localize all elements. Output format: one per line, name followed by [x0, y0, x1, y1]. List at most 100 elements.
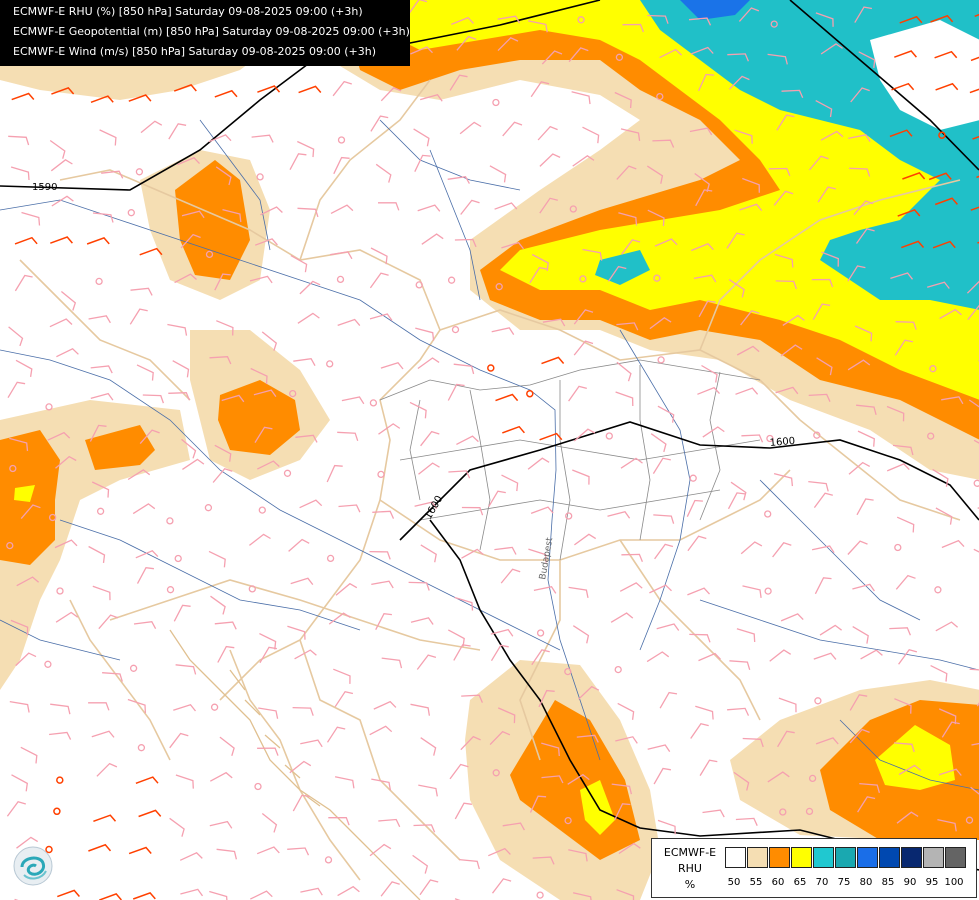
wind-barb [417, 357, 440, 370]
wind-barb [88, 545, 106, 563]
wind-barb [532, 856, 555, 865]
wind-barb [572, 155, 595, 167]
wind-barb [967, 304, 979, 321]
wind-barb [935, 82, 959, 91]
wind-barb [695, 705, 714, 720]
wind-barb [371, 580, 394, 589]
wind-barb [649, 584, 672, 594]
wind-barb [133, 620, 157, 630]
wind-barb [257, 747, 279, 756]
calm-wind-marker [536, 629, 545, 637]
calm-wind-marker [369, 399, 378, 407]
wind-barb [50, 159, 73, 172]
wind-barb [136, 566, 154, 584]
wind-barb [408, 0, 428, 15]
wind-barb [934, 50, 958, 59]
wind-barb [209, 890, 228, 900]
wind-barb [740, 541, 763, 555]
wind-barb [250, 367, 268, 385]
ecmwf-swirl-logo [13, 846, 53, 886]
wind-barb [894, 50, 917, 58]
legend-title-unit: % [684, 878, 696, 891]
contour-label-1600-east: 1600 [769, 436, 795, 449]
wind-barb [132, 892, 156, 900]
calm-wind-marker [283, 469, 292, 477]
wind-barb [573, 309, 594, 325]
wind-barb [970, 206, 979, 211]
wind-barb [847, 265, 866, 282]
wind-barb [969, 88, 979, 94]
wind-barb [413, 128, 430, 147]
calm-wind-marker [564, 816, 572, 825]
wind-barb [139, 247, 163, 256]
wind-barb [694, 172, 710, 192]
legend-swatch [879, 847, 900, 868]
wind-barb [217, 645, 235, 663]
wind-barb [610, 612, 634, 623]
wind-barb [652, 139, 675, 148]
wind-barb [814, 577, 832, 595]
wind-barb [659, 48, 683, 59]
wind-barb [728, 279, 745, 298]
wind-barb [491, 327, 515, 335]
wind-barb [375, 613, 392, 630]
wind-barb [767, 53, 788, 65]
legend-tick: 100 [944, 877, 964, 888]
calm-wind-marker [805, 807, 814, 816]
wind-barb [412, 854, 429, 874]
wind-barb [894, 339, 914, 356]
wind-barb [896, 811, 919, 824]
wind-barb [941, 721, 960, 738]
wind-barb [50, 703, 71, 715]
wind-barb [169, 817, 185, 837]
wind-barb [55, 455, 77, 469]
wind-barbs-strong [11, 13, 979, 900]
legend-swatch [791, 847, 812, 868]
wind-barb [773, 190, 794, 206]
wind-barb [420, 430, 440, 447]
wind-barb [649, 317, 672, 330]
wind-barb [297, 140, 315, 158]
wind-barb [502, 425, 525, 434]
wind-barb [817, 186, 836, 203]
wind-barb [567, 773, 590, 785]
calm-wind-marker [764, 510, 772, 518]
wind-barb [334, 690, 354, 708]
calm-wind-marker [615, 53, 624, 61]
wind-barb [607, 265, 627, 282]
wind-barb [897, 209, 921, 217]
wind-barb [572, 469, 590, 485]
wind-barb [622, 23, 645, 33]
wind-barb [611, 783, 633, 795]
wind-barb [410, 703, 431, 716]
wind-barb [500, 568, 521, 584]
wind-barb [290, 577, 314, 585]
wind-barb [215, 166, 232, 186]
wind-barb [736, 345, 760, 356]
wind-barb [369, 272, 389, 289]
wind-barb [853, 200, 874, 216]
wind-barb [821, 251, 839, 267]
wind-barb [50, 236, 73, 244]
calm-wind-marker [6, 541, 14, 550]
wind-barb [102, 672, 123, 682]
calm-wind-marker [137, 744, 146, 752]
calm-wind-marker [814, 697, 822, 705]
calm-wind-marker [569, 205, 577, 213]
wind-barb [886, 463, 910, 472]
wind-barb [775, 280, 798, 290]
wind-barb [456, 435, 479, 445]
wind-barb [461, 694, 483, 703]
legend-title-model: ECMWF-E [663, 846, 717, 859]
wind-barb [91, 730, 115, 738]
wind-barb [488, 847, 511, 857]
wind-barb [502, 822, 525, 831]
wind-barb [88, 702, 110, 711]
wind-barb [616, 322, 639, 331]
legend-tick: 70 [815, 877, 829, 888]
wind-barb [168, 392, 190, 401]
calm-wind-marker [492, 98, 500, 107]
wind-barb [541, 742, 560, 757]
calm-wind-marker [766, 434, 774, 443]
wind-barb [338, 504, 361, 513]
